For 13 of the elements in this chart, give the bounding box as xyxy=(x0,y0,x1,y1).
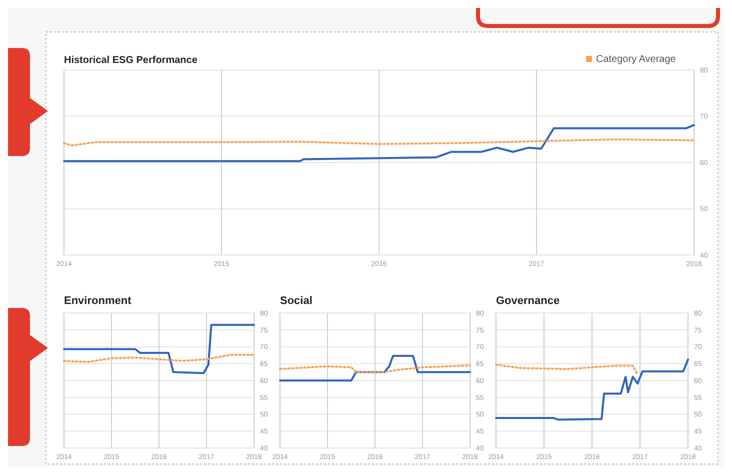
line-series xyxy=(279,354,471,382)
chart-title: Environment xyxy=(64,295,132,307)
line-series xyxy=(495,358,689,421)
legend-label: Category Average xyxy=(596,54,676,65)
chart-title: Governance xyxy=(496,295,560,307)
line-series xyxy=(63,324,255,374)
line-series xyxy=(63,354,255,363)
line-series xyxy=(495,364,639,376)
line-series xyxy=(63,138,695,146)
chart-title: Social xyxy=(280,295,312,307)
line-series xyxy=(63,124,695,162)
chart-title: Historical ESG Performance xyxy=(64,55,198,66)
line-series xyxy=(279,364,471,374)
